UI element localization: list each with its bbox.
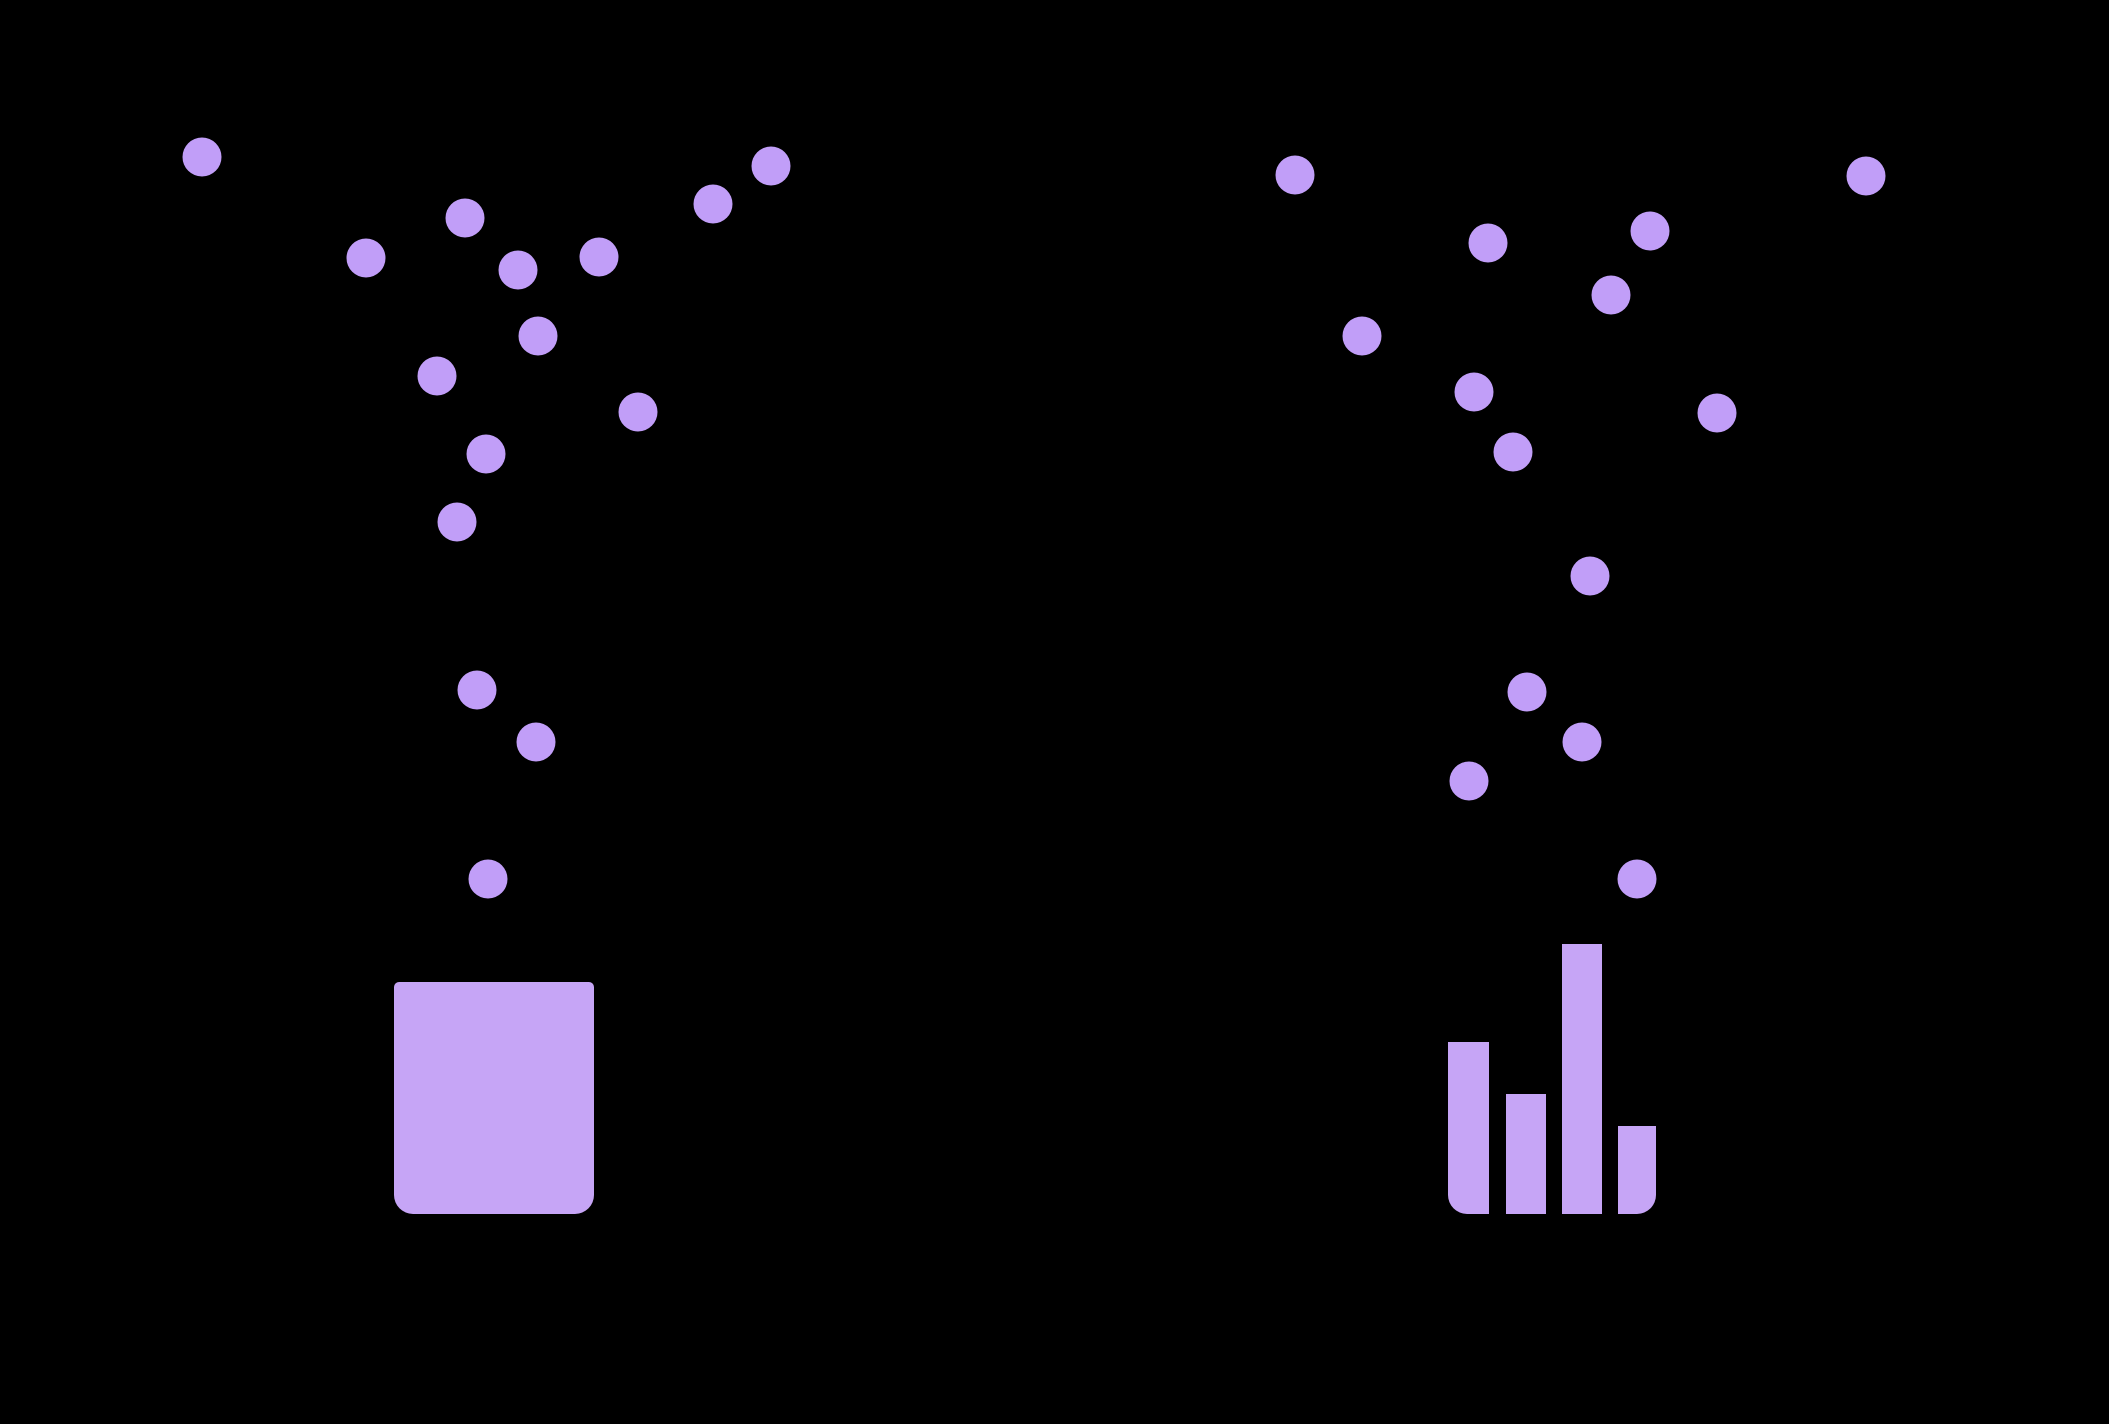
falling-dot xyxy=(346,238,386,278)
falling-dot xyxy=(445,198,485,238)
falling-dot xyxy=(1454,372,1494,412)
falling-dot xyxy=(468,859,508,899)
histogram-bar xyxy=(1618,1126,1656,1214)
falling-dot xyxy=(457,670,497,710)
falling-dot xyxy=(1697,393,1737,433)
falling-dot xyxy=(1493,432,1533,472)
falling-dot xyxy=(618,392,658,432)
falling-dot xyxy=(751,146,791,186)
falling-dot xyxy=(579,237,619,277)
falling-dot xyxy=(516,722,556,762)
falling-dot xyxy=(1342,316,1382,356)
histogram-bar xyxy=(1448,1042,1489,1214)
falling-dot xyxy=(417,356,457,396)
falling-dot xyxy=(466,434,506,474)
falling-dot xyxy=(1449,761,1489,801)
falling-dot xyxy=(1591,275,1631,315)
falling-dot xyxy=(182,137,222,177)
aggregate-block-shape xyxy=(394,982,594,1214)
falling-dot xyxy=(693,184,733,224)
falling-dot xyxy=(498,250,538,290)
falling-dot xyxy=(518,316,558,356)
histogram-bar xyxy=(1506,1094,1546,1214)
falling-dot xyxy=(437,502,477,542)
falling-dot xyxy=(1846,156,1886,196)
falling-dot xyxy=(1275,155,1315,195)
falling-dot xyxy=(1507,672,1547,712)
falling-dot xyxy=(1617,859,1657,899)
histogram-bar xyxy=(1562,944,1602,1214)
falling-dot xyxy=(1468,223,1508,263)
falling-dot xyxy=(1630,211,1670,251)
falling-dot xyxy=(1562,722,1602,762)
falling-dot xyxy=(1570,556,1610,596)
